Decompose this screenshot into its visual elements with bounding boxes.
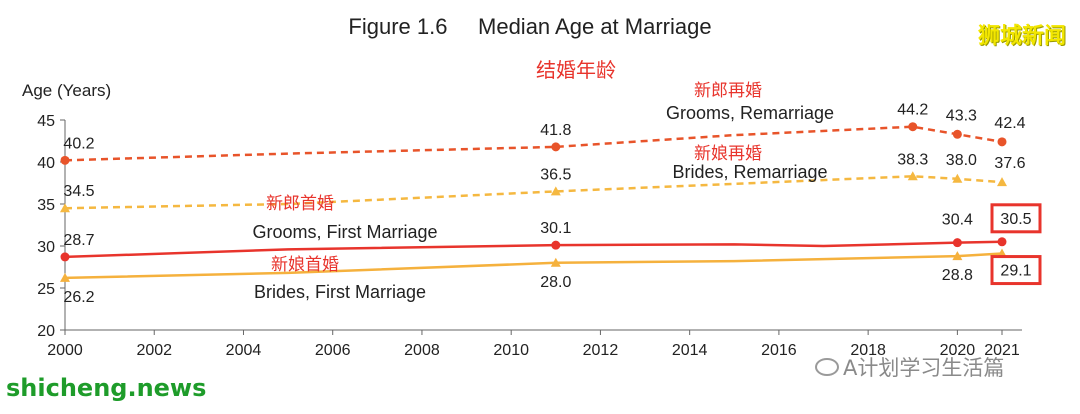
data-label: 28.0: [540, 274, 571, 291]
y-tick-label: 45: [37, 113, 55, 130]
watermark-top-right: 狮城新闻: [977, 24, 1066, 49]
y-tick-label: 25: [37, 281, 55, 298]
data-label: 30.1: [540, 220, 571, 237]
data-point-marker: [907, 171, 918, 181]
series-name-label-cn: 新郎再婚: [694, 81, 762, 101]
data-label: 43.3: [946, 107, 977, 124]
data-point-marker: [60, 272, 70, 282]
data-label: 40.2: [63, 135, 94, 152]
series-name-label: Brides, Remarriage: [672, 162, 827, 182]
series-name-label-cn: 新郎首婚: [266, 194, 334, 214]
y-axis-label: Age (Years): [22, 81, 111, 100]
x-tick-label: 2010: [493, 342, 529, 359]
y-tick-label: 40: [37, 155, 55, 172]
highlight-box: [990, 255, 1042, 286]
data-point-marker: [997, 237, 1007, 247]
data-label: 41.8: [540, 122, 571, 139]
series-name-label-cn: 新娘首婚: [271, 255, 339, 275]
data-point-marker: [60, 155, 70, 165]
x-tick-label: 2006: [315, 342, 351, 359]
series-line-brides-first: [64, 252, 1003, 280]
data-point-marker: [550, 257, 561, 267]
data-label: 28.7: [63, 232, 94, 249]
y-tick-label: 35: [37, 197, 55, 214]
series-name-label-cn: 新娘再婚: [694, 144, 762, 164]
data-point-marker: [997, 137, 1007, 147]
data-point-marker: [952, 173, 963, 183]
series-line-brides-remarriage: [64, 175, 1003, 210]
data-point-marker: [997, 177, 1007, 187]
data-label: 34.5: [63, 183, 94, 200]
chart-axes: Age (Years) 20 25 30 35 40 45 2000 2002 2004 2006 2…: [22, 81, 1022, 359]
series-line-grooms-remarriage: [64, 125, 1003, 162]
x-tick-label: 2004: [226, 342, 262, 359]
data-label: 44.2: [897, 102, 928, 119]
x-tick-label: 2018: [850, 342, 886, 359]
series-name-label: Brides, First Marriage: [254, 282, 426, 302]
series-line-grooms-first: [64, 240, 1003, 259]
x-tick-label: 2008: [404, 342, 440, 359]
data-label: 37.6: [994, 155, 1025, 172]
watermark-bottom-left: shicheng.news: [6, 374, 207, 402]
x-tick-label: 2021: [984, 342, 1020, 359]
wechat-icon: [815, 358, 839, 376]
data-point-marker: [551, 240, 561, 250]
y-tick-label: 30: [37, 239, 55, 256]
data-point-marker: [952, 251, 963, 261]
data-point-marker: [908, 122, 918, 132]
y-tick-label: 20: [37, 323, 55, 340]
wechat-watermark: A计划学习生活篇: [815, 352, 1004, 382]
x-tick-label: 2016: [761, 342, 797, 359]
data-point-marker: [60, 252, 70, 262]
series-name-label: Grooms, Remarriage: [666, 103, 834, 123]
data-label: 38.0: [946, 152, 977, 169]
data-label: 30.4: [942, 212, 973, 229]
data-label: 38.3: [897, 151, 928, 168]
x-tick-label: 2020: [940, 342, 976, 359]
chart-title-cn: 结婚年龄: [536, 58, 616, 82]
x-tick-label: 2012: [583, 342, 619, 359]
data-label: 29.1: [1000, 263, 1031, 280]
data-point-marker: [952, 238, 962, 248]
data-label: 30.5: [1000, 211, 1031, 228]
x-tick-label: 2014: [672, 342, 708, 359]
data-label: 26.2: [63, 289, 94, 306]
chart-series: [60, 122, 1007, 282]
data-point-marker: [952, 129, 962, 139]
chart-labels: 40.2 41.8 44.2 43.3 42.4 34.5 36.5 38.3 38.0 37.6…: [63, 81, 1042, 306]
series-name-label: Grooms, First Marriage: [252, 222, 437, 242]
highlight-box: [990, 203, 1042, 234]
x-tick-label: 2000: [47, 342, 83, 359]
data-label: 28.8: [942, 267, 973, 284]
data-point-marker: [551, 142, 561, 152]
chart-title: Figure 1.6 Median Age at Marriage: [348, 14, 712, 39]
x-tick-label: 2002: [136, 342, 172, 359]
data-label: 42.4: [994, 115, 1025, 132]
data-point-marker: [60, 203, 70, 213]
data-point-marker: [550, 186, 561, 196]
wechat-watermark-text: A计划学习生活篇: [843, 356, 1005, 380]
data-label: 36.5: [540, 166, 571, 183]
